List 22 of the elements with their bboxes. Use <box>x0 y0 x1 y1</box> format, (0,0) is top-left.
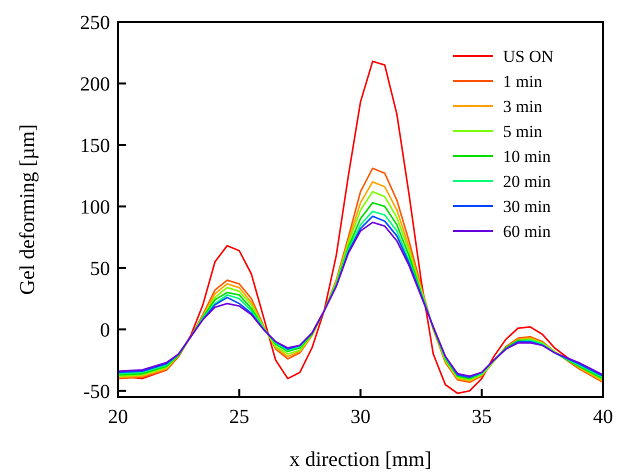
legend-label: 3 min <box>503 96 543 116</box>
y-tick-label: 250 <box>80 12 110 34</box>
x-tick-label: 20 <box>108 406 128 428</box>
y-tick-label: -50 <box>83 380 110 403</box>
y-tick-label: 200 <box>80 73 110 96</box>
x-axis-title: x direction [mm] <box>289 447 432 471</box>
legend-label: 30 min <box>503 196 552 216</box>
y-tick-label: 150 <box>80 134 110 157</box>
legend-label: 1 min <box>503 72 543 91</box>
y-axis-title: Gel deforming [µm] <box>15 124 39 295</box>
y-tick-label: 100 <box>80 196 110 218</box>
y-tick-label: 50 <box>90 258 110 280</box>
x-tick-label: 35 <box>472 406 492 428</box>
legend-label: 5 min <box>503 122 543 141</box>
x-tick-label: 25 <box>229 406 250 428</box>
y-tick-label: 0 <box>100 319 110 342</box>
x-tick-label: 30 <box>350 406 370 428</box>
legend-label: US ON <box>503 46 554 66</box>
legend-label: 60 min <box>503 222 552 241</box>
legend-label: 20 min <box>503 172 552 191</box>
x-tick-label: 40 <box>593 406 613 428</box>
legend-label: 10 min <box>503 146 552 166</box>
